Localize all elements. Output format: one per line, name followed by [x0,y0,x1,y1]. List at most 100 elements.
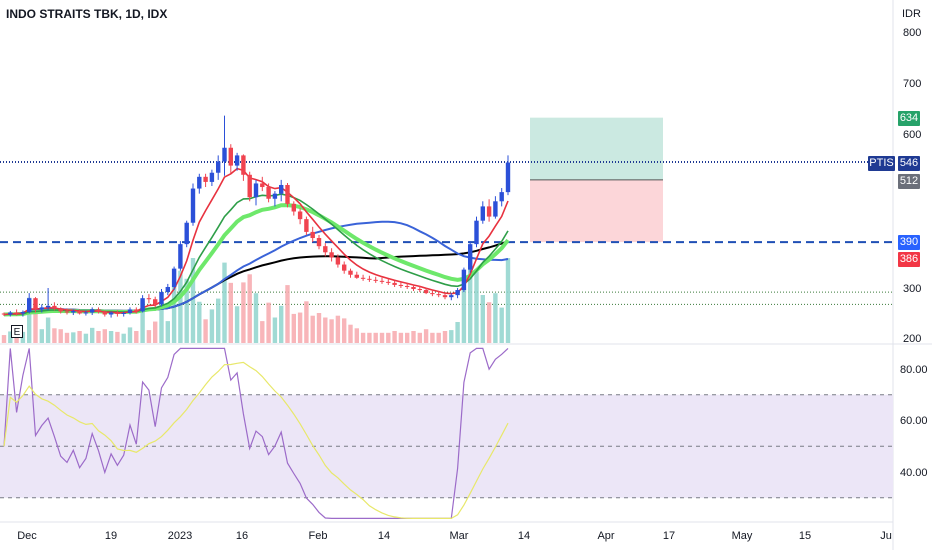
volume-bar [474,271,479,343]
volume-bar [39,329,44,343]
candle-body [45,305,51,308]
volume-bar [442,331,448,343]
candle-body [96,309,101,312]
x-label-14: 14 [377,530,391,542]
candle-body [83,312,89,314]
volume-bar [348,324,353,343]
volume-bar [499,307,504,343]
candle-body [386,281,391,283]
price-tick-800: 800 [903,27,922,39]
candle-body [90,309,95,313]
candle-body [411,286,416,290]
target-zone [530,117,663,180]
candle-body [108,312,114,315]
candle-body [486,206,492,217]
volume-bar [323,317,328,343]
candle-body [121,312,126,315]
rsi-ma-line [3,361,509,519]
volume-bar [486,302,492,343]
volume-bar [386,332,391,343]
candle-body [360,277,366,279]
symbol-title: INDO STRAITS TBK, 1D, IDX [6,7,168,21]
volume-bar [329,319,334,343]
volume-bar [234,306,240,343]
volume-bar [178,270,183,343]
candle-body [216,161,221,173]
volume-bar [468,267,473,343]
volume-bar [153,321,158,343]
candle-body [417,289,422,291]
volume-bar [241,282,246,343]
candle-body [442,295,448,298]
volume-bar [461,282,467,343]
candle-body [461,269,467,291]
volume-bar [493,293,498,343]
volume-bar [266,302,271,343]
volume-bar [33,306,38,343]
candle-body [310,231,315,239]
candle-body [304,219,309,232]
volume-bar [310,315,315,343]
volume-bar [209,309,215,343]
stop-price-badge: 386 [898,252,920,267]
candle-body [134,309,139,312]
candle-body [146,298,152,300]
x-label-14b: 14 [517,530,531,542]
volume-bar [373,332,378,343]
volume-bar [216,298,221,343]
x-label-mar: Mar [449,530,469,542]
candle-body [398,284,404,286]
candle-body [405,285,410,287]
stop-zone [530,179,663,243]
candle-body [436,294,441,296]
candle-body [228,147,233,166]
price-tick-700: 700 [903,78,922,90]
ma-red-line [3,167,509,316]
volume-bar [505,258,511,343]
volume-bar [279,305,284,343]
candle-body [102,311,107,315]
candle-body [241,155,246,175]
candle-body [71,310,76,313]
candle-body [480,206,485,221]
candle-body [474,220,479,245]
candle-body [316,238,322,247]
volume-bar [423,329,429,343]
volume-bar [228,282,233,343]
candle-body [14,312,19,314]
event-marker[interactable]: E [11,325,23,338]
volume-bar [127,327,133,343]
volume-bar [260,321,265,343]
volume-bar [27,297,32,343]
candle-body [209,172,215,182]
x-label-17: 17 [662,530,676,542]
candle-body [8,312,13,315]
volume-bar [411,331,416,343]
volume-bar [77,331,82,343]
volume-bar [253,293,259,343]
candle-body [178,244,183,269]
candle-body [64,311,70,313]
x-label-15: 15 [798,530,812,542]
volume-bar [197,301,202,343]
x-label-16: 16 [235,530,249,542]
volume-bar [272,317,278,343]
volume-bar [83,333,89,343]
candle-body [165,286,170,293]
candle-body [493,201,498,217]
candle-body [253,183,259,198]
target-price-badge: 634 [898,111,920,126]
volume-bar [436,332,441,343]
rsi-tick-80: 80.00 [900,364,928,376]
x-label-apr: Apr [597,530,615,542]
candle-body [499,192,504,202]
volume-bar [367,332,372,343]
volume-bar [71,332,76,343]
candle-body [20,311,26,314]
volume-bar [360,332,366,343]
volume-bar [291,313,296,343]
volume-bar [354,328,359,343]
volume-bar [430,332,435,343]
